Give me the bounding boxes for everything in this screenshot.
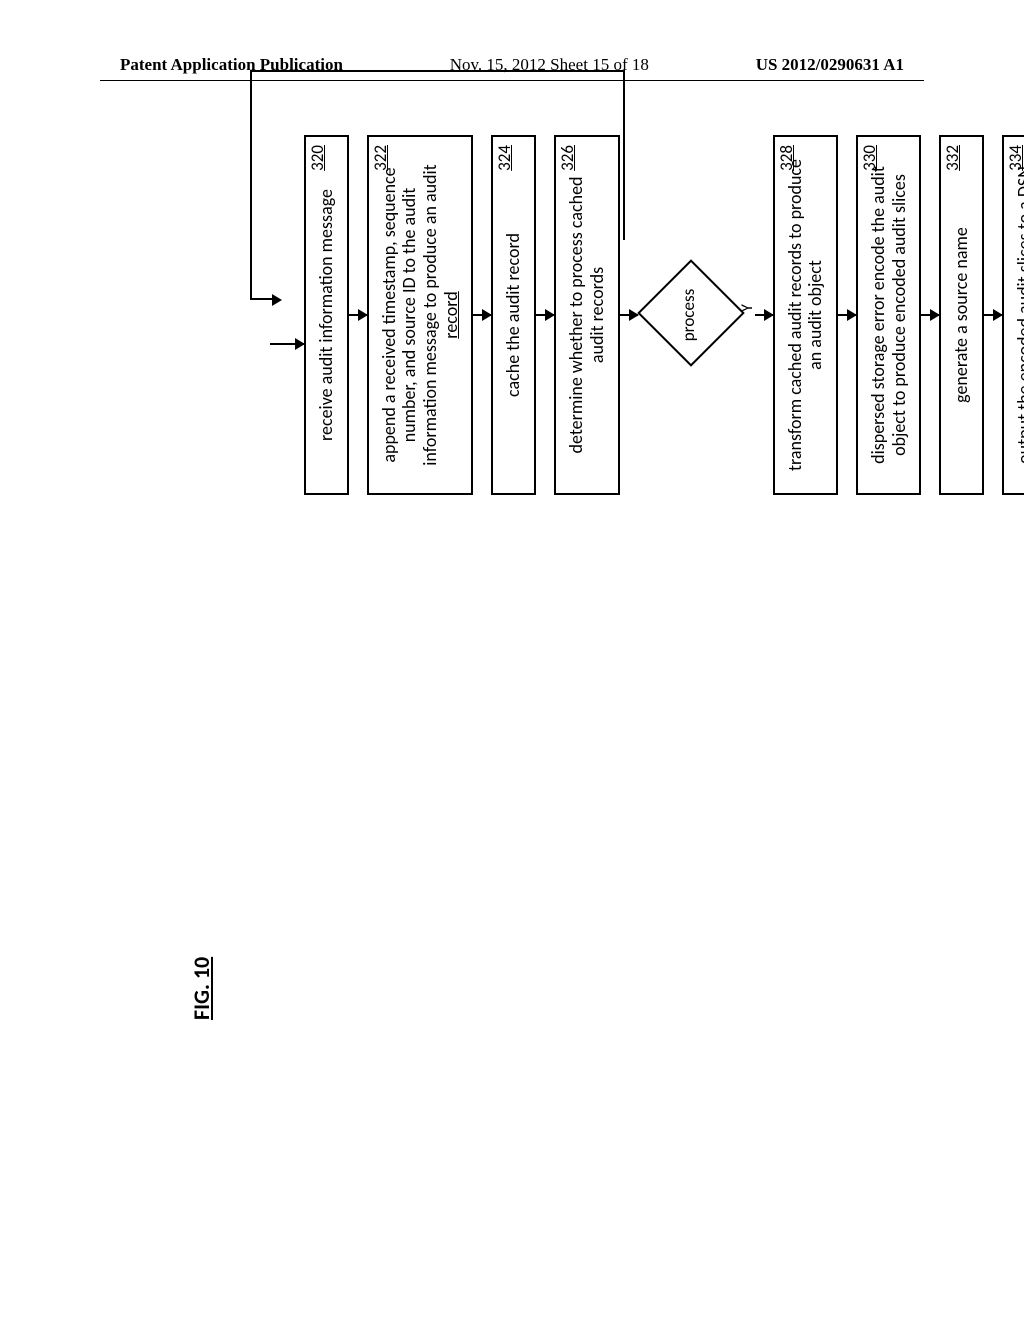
step-330: 330 dispersed storage error encode the a… [856, 135, 921, 495]
step-text: an audit object [805, 151, 826, 479]
figure-label: FIG. 10 [188, 957, 215, 1020]
step-number: 326 [558, 145, 578, 171]
step-text: receive audit information message [316, 151, 337, 479]
flowchart: N 320 receive audit information message … [270, 0, 810, 690]
decision-label: process [644, 240, 734, 390]
arrow-icon [984, 314, 1002, 316]
arrow-icon [536, 314, 554, 316]
arrow-icon [620, 314, 638, 316]
flowchart-inner: N 320 receive audit information message … [270, 0, 1024, 690]
step-text: record [441, 151, 462, 479]
step-328: 328 transform cached audit records to pr… [773, 135, 838, 495]
step-number: 328 [777, 145, 797, 171]
step-number: 330 [860, 145, 880, 171]
step-text: generate a source name [951, 151, 972, 479]
step-number: 334 [1006, 145, 1024, 171]
decision-process: process [644, 240, 734, 390]
arrow-icon [921, 314, 939, 316]
step-text: transform cached audit records to produc… [785, 151, 806, 479]
step-text: audit records [587, 151, 608, 479]
step-text: number, and source ID to the audit [399, 151, 420, 479]
step-number: 332 [943, 145, 963, 171]
arrow-icon [755, 314, 773, 316]
step-324: 324 cache the audit record [491, 135, 536, 495]
step-text: dispersed storage error encode the audit [868, 151, 889, 479]
step-text: output the encoded audit slices to a DSN [1014, 151, 1024, 479]
step-text: append a received timestamp, sequence [379, 151, 400, 479]
step-332: 332 generate a source name [939, 135, 984, 495]
step-326: 326 determine whether to process cached … [554, 135, 619, 495]
step-text: object to produce encoded audit slices [889, 151, 910, 479]
step-322: 322 append a received timestamp, sequenc… [367, 135, 474, 495]
arrow-icon [349, 314, 367, 316]
step-text: determine whether to process cached [566, 151, 587, 479]
step-number: 324 [495, 145, 515, 171]
step-334: 334 output the encoded audit slices to a… [1002, 135, 1024, 495]
step-320: 320 receive audit information message [304, 135, 349, 495]
arrow-icon [270, 343, 304, 345]
step-text: cache the audit record [503, 151, 524, 479]
step-number: 320 [308, 145, 328, 171]
arrow-icon [838, 314, 856, 316]
step-number: 322 [371, 145, 391, 171]
arrow-icon [473, 314, 491, 316]
page: Patent Application Publication Nov. 15, … [0, 0, 1024, 1320]
step-text: information message to produce an audit [420, 151, 441, 479]
